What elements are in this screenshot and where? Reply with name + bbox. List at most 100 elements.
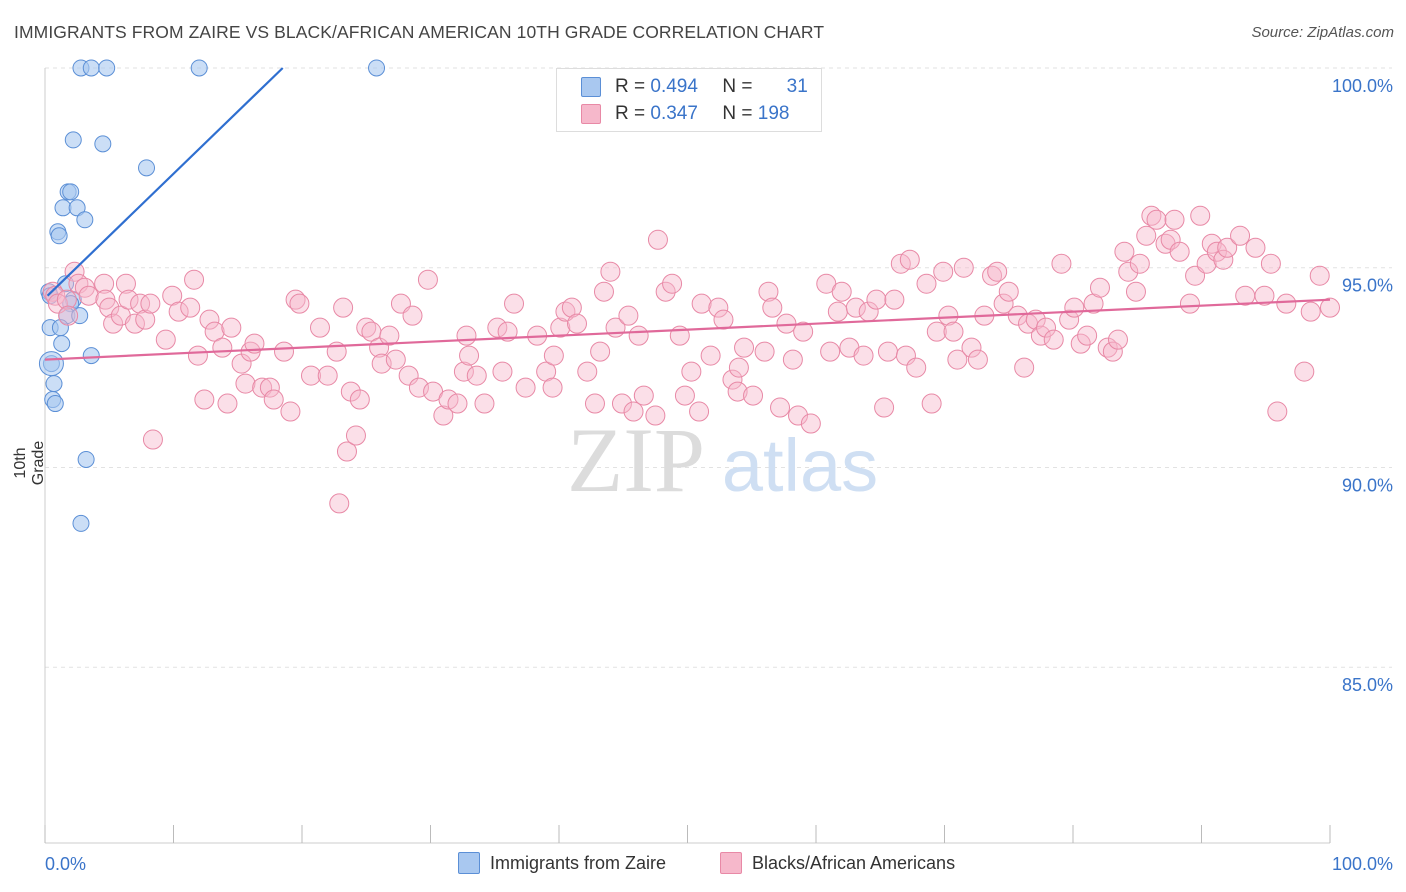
y-tick-label: 85.0%: [1342, 675, 1393, 695]
point-zaire: [94, 135, 112, 153]
legend-item-black[interactable]: Blacks/African Americans: [720, 852, 955, 874]
point-black: [633, 385, 654, 406]
point-black: [943, 321, 964, 342]
point-black: [1320, 297, 1340, 318]
point-black: [1190, 205, 1211, 226]
y-tick-labels: 85.0% 90.0% 95.0% 100.0%: [1332, 76, 1393, 695]
point-black: [333, 297, 354, 318]
point-black: [64, 261, 85, 282]
point-black: [94, 273, 115, 294]
point-black: [1114, 241, 1135, 262]
point-black: [1309, 265, 1330, 286]
point-black: [212, 337, 233, 358]
point-black: [504, 293, 525, 314]
y-axis-label: 10th Grade: [12, 440, 47, 486]
point-black: [762, 297, 783, 318]
point-black: [1146, 209, 1167, 230]
point-black: [1294, 361, 1315, 382]
point-black: [593, 281, 614, 302]
point-black: [877, 341, 898, 362]
point-black: [433, 405, 454, 426]
point-black: [58, 305, 79, 326]
point-black: [289, 293, 310, 314]
x-tick-label-max: 100.0%: [1332, 854, 1393, 874]
point-black: [1245, 237, 1266, 258]
point-black: [577, 361, 598, 382]
watermark: ZIP atlas: [567, 409, 878, 511]
point-black: [1043, 329, 1064, 350]
point-black: [317, 365, 338, 386]
point-black: [1014, 357, 1035, 378]
point-zaire: [98, 59, 116, 77]
point-black: [550, 317, 571, 338]
point-black: [926, 321, 947, 342]
point-black: [1230, 225, 1251, 246]
point-zaire: [71, 307, 89, 325]
point-black: [1217, 237, 1238, 258]
point-black: [56, 289, 77, 310]
point-black: [743, 385, 764, 406]
point-black: [142, 429, 163, 450]
point-black: [263, 389, 284, 410]
point-black: [734, 337, 755, 358]
point-black: [1077, 325, 1098, 346]
point-black: [1118, 261, 1139, 282]
point-black: [155, 329, 176, 350]
point-black: [492, 361, 513, 382]
point-black: [953, 257, 974, 278]
point-black: [453, 361, 474, 382]
point-black: [853, 345, 874, 366]
point-black: [874, 397, 895, 418]
point-black: [728, 357, 749, 378]
point-black: [194, 389, 215, 410]
point-black: [590, 341, 611, 362]
point-black: [99, 297, 120, 318]
y-tick-label: 95.0%: [1342, 276, 1393, 296]
point-black: [300, 365, 321, 386]
point-black: [722, 369, 743, 390]
point-black: [618, 305, 639, 326]
point-black: [244, 333, 265, 354]
legend-swatch-black: [720, 852, 742, 874]
point-black: [884, 289, 905, 310]
point-black: [899, 249, 920, 270]
point-black: [285, 289, 306, 310]
point-black: [1206, 241, 1227, 262]
watermark-atlas: atlas: [722, 424, 878, 507]
point-black: [329, 493, 350, 514]
axes: [44, 68, 1331, 844]
r-value-zaire: 0.494: [650, 76, 698, 97]
data-points: [38, 59, 1340, 532]
chart-title: IMMIGRANTS FROM ZAIRE VS BLACK/AFRICAN A…: [14, 22, 825, 42]
point-zaire: [64, 131, 82, 149]
x-tick-labels: 0.0% 100.0%: [45, 854, 1393, 874]
point-black: [417, 269, 438, 290]
point-zaire: [68, 199, 86, 217]
point-black: [1059, 309, 1080, 330]
point-black: [647, 229, 668, 250]
point-black: [1300, 301, 1321, 322]
point-black: [827, 301, 848, 322]
point-black: [662, 273, 683, 294]
point-zaire: [46, 395, 64, 413]
point-black: [309, 317, 330, 338]
point-black: [916, 273, 937, 294]
point-black: [921, 393, 942, 414]
point-black: [1260, 253, 1281, 274]
point-black: [1213, 249, 1234, 270]
point-black: [820, 341, 841, 362]
point-black: [793, 321, 814, 342]
point-black: [713, 309, 734, 330]
point-black: [1070, 333, 1091, 354]
point-black: [130, 293, 151, 314]
stats-row-black: R = 0.347 N = 198: [581, 101, 808, 127]
point-black: [987, 261, 1008, 282]
stats-box: R = 0.494 N = 31 R = 0.347 N = 198: [556, 68, 822, 132]
point-black: [187, 345, 208, 366]
trend-lines: [44, 67, 1331, 361]
point-black: [180, 297, 201, 318]
point-black: [135, 309, 156, 330]
legend-item-zaire[interactable]: Immigrants from Zaire: [458, 852, 666, 874]
point-black: [623, 401, 644, 422]
